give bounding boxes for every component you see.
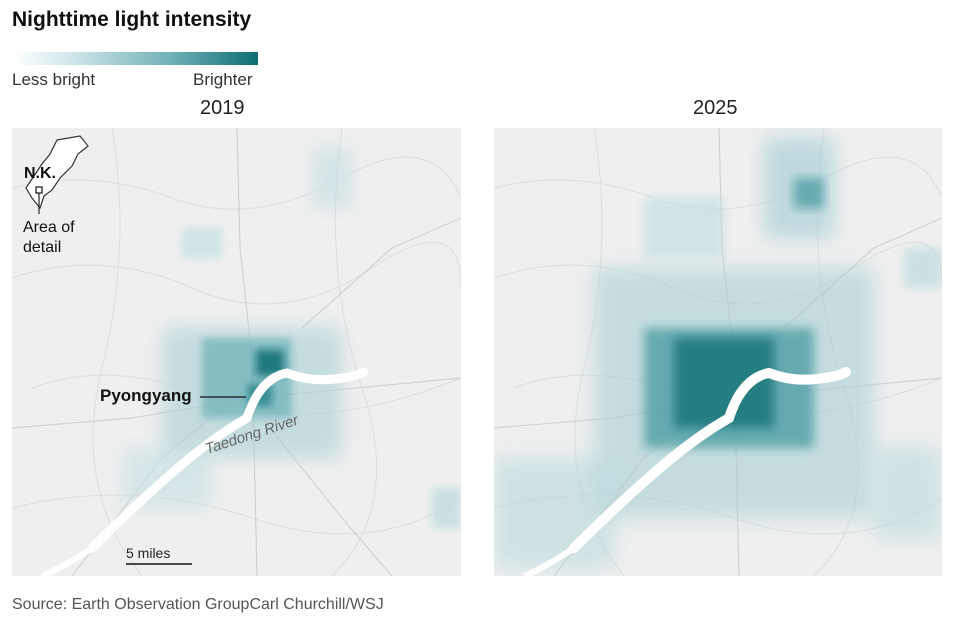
- chart-title: Nighttime light intensity: [12, 8, 252, 31]
- year-2019-label: 2019: [200, 97, 245, 119]
- legend-gradient: [12, 52, 258, 65]
- locator-map: N.K.: [24, 135, 89, 214]
- map-2019: Pyongyang Taedong River N.K. Area of deta…: [12, 128, 461, 576]
- light-glow-2025: [494, 138, 942, 568]
- legend-low-label: Less bright: [12, 70, 96, 89]
- map-2025: [494, 128, 942, 576]
- city-label: Pyongyang: [100, 386, 192, 405]
- light-glow-2019: [122, 148, 461, 528]
- area-of-detail-label: Area of detail: [23, 219, 75, 256]
- source-note: Source: Earth Observation GroupCarl Chur…: [12, 596, 384, 613]
- scale-label: 5 miles: [126, 545, 170, 561]
- taedong-river-2019: [87, 367, 369, 553]
- taedong-river-2025: [569, 367, 851, 553]
- area-box: [35, 186, 43, 194]
- country-label: N.K.: [24, 165, 56, 182]
- legend-high-label: Brighter: [193, 70, 253, 89]
- year-2025-label: 2025: [693, 97, 738, 119]
